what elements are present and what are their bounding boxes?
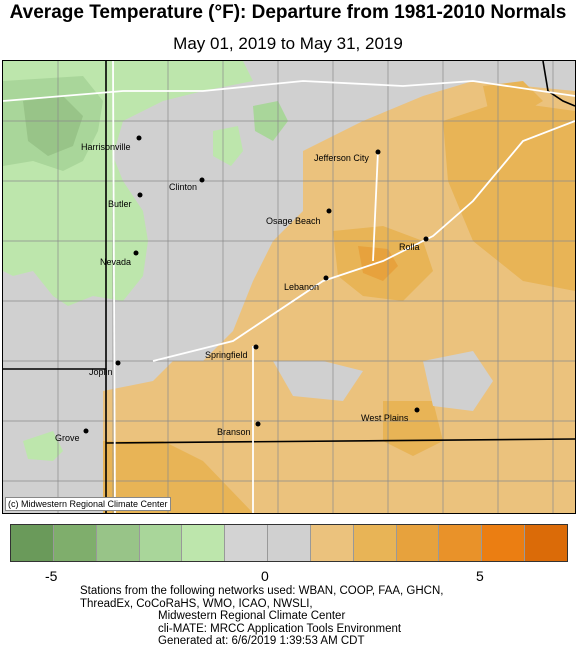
station-label: Clinton <box>169 182 197 192</box>
station-marker <box>414 407 420 413</box>
highways <box>3 61 575 513</box>
footer-line: Stations from the following networks use… <box>80 585 444 597</box>
station-marker <box>255 421 261 427</box>
station-label: Rolla <box>399 242 420 252</box>
legend-swatch <box>353 525 397 561</box>
station-marker <box>253 344 259 350</box>
station-label: Grove <box>55 433 80 443</box>
station-labels: Harrisonville Clinton Butler Nevada Jeff… <box>55 142 420 443</box>
temperature-departure-map: Harrisonville Clinton Butler Nevada Jeff… <box>2 60 576 514</box>
legend-swatch <box>96 525 140 561</box>
legend-swatch <box>182 525 226 561</box>
cool-anomaly-southwest <box>23 431 63 461</box>
station-label: Branson <box>217 427 251 437</box>
station-label: Nevada <box>100 257 131 267</box>
station-label: Springfield <box>205 350 248 360</box>
footer-line: Midwestern Regional Climate Center <box>158 610 346 622</box>
station-marker <box>323 275 329 281</box>
station-marker <box>83 428 89 434</box>
station-label: West Plains <box>361 413 409 423</box>
footer-line: ThreadEx, CoCoRaHS, WMO, ICAO, NWSLI, <box>80 597 313 610</box>
warm-anomaly-southeast <box>383 401 443 456</box>
footer-line: Generated at: 6/6/2019 1:39:53 AM CDT <box>158 635 365 647</box>
legend-swatch <box>310 525 354 561</box>
legend-swatch <box>225 525 269 561</box>
station-label: Butler <box>108 199 132 209</box>
station-marker <box>326 208 332 214</box>
station-label: Osage Beach <box>266 216 321 226</box>
legend-swatch <box>139 525 183 561</box>
warm-anomaly-northeast <box>443 101 575 291</box>
station-marker <box>133 250 139 256</box>
color-legend <box>10 524 568 562</box>
station-label: Jefferson City <box>314 153 369 163</box>
legend-swatch <box>482 525 526 561</box>
cool-anomaly-west-edge <box>23 96 83 156</box>
legend-tick-label: 0 <box>261 568 269 584</box>
station-marker <box>375 149 381 155</box>
station-label: Joplin <box>89 367 113 377</box>
county-boundaries <box>3 61 575 513</box>
legend-swatch <box>396 525 440 561</box>
station-marker <box>137 192 143 198</box>
station-label: Harrisonville <box>81 142 131 152</box>
station-marker <box>115 360 121 366</box>
warm-anomaly-south-border <box>103 441 253 513</box>
copyright-notice: (c) Midwestern Regional Climate Center <box>5 497 171 511</box>
neutral-area-east <box>423 351 493 411</box>
legend-swatch <box>11 525 54 561</box>
station-markers <box>83 135 429 434</box>
neutral-area-springfield-east <box>273 361 363 401</box>
map-canvas: Harrisonville Clinton Butler Nevada Jeff… <box>3 61 575 513</box>
footer-line: cli-MATE: MRCC Application Tools Environ… <box>158 622 402 635</box>
station-marker <box>136 135 142 141</box>
station-label: Lebanon <box>284 282 319 292</box>
legend-tick-label: 5 <box>476 568 484 584</box>
station-marker <box>423 236 429 242</box>
legend-swatch <box>53 525 97 561</box>
footer-notes: Stations from the following networks use… <box>80 585 550 648</box>
legend-swatch <box>268 525 311 561</box>
state-boundaries <box>3 61 575 513</box>
legend-tick-label: -5 <box>45 568 58 584</box>
map-subtitle: May 01, 2019 to May 31, 2019 <box>173 34 403 53</box>
map-title: Average Temperature (°F): Departure from… <box>9 2 567 23</box>
cool-anomaly-clinton-area <box>213 126 243 166</box>
legend-swatch <box>525 525 567 561</box>
station-marker <box>199 177 205 183</box>
legend-swatch <box>439 525 483 561</box>
